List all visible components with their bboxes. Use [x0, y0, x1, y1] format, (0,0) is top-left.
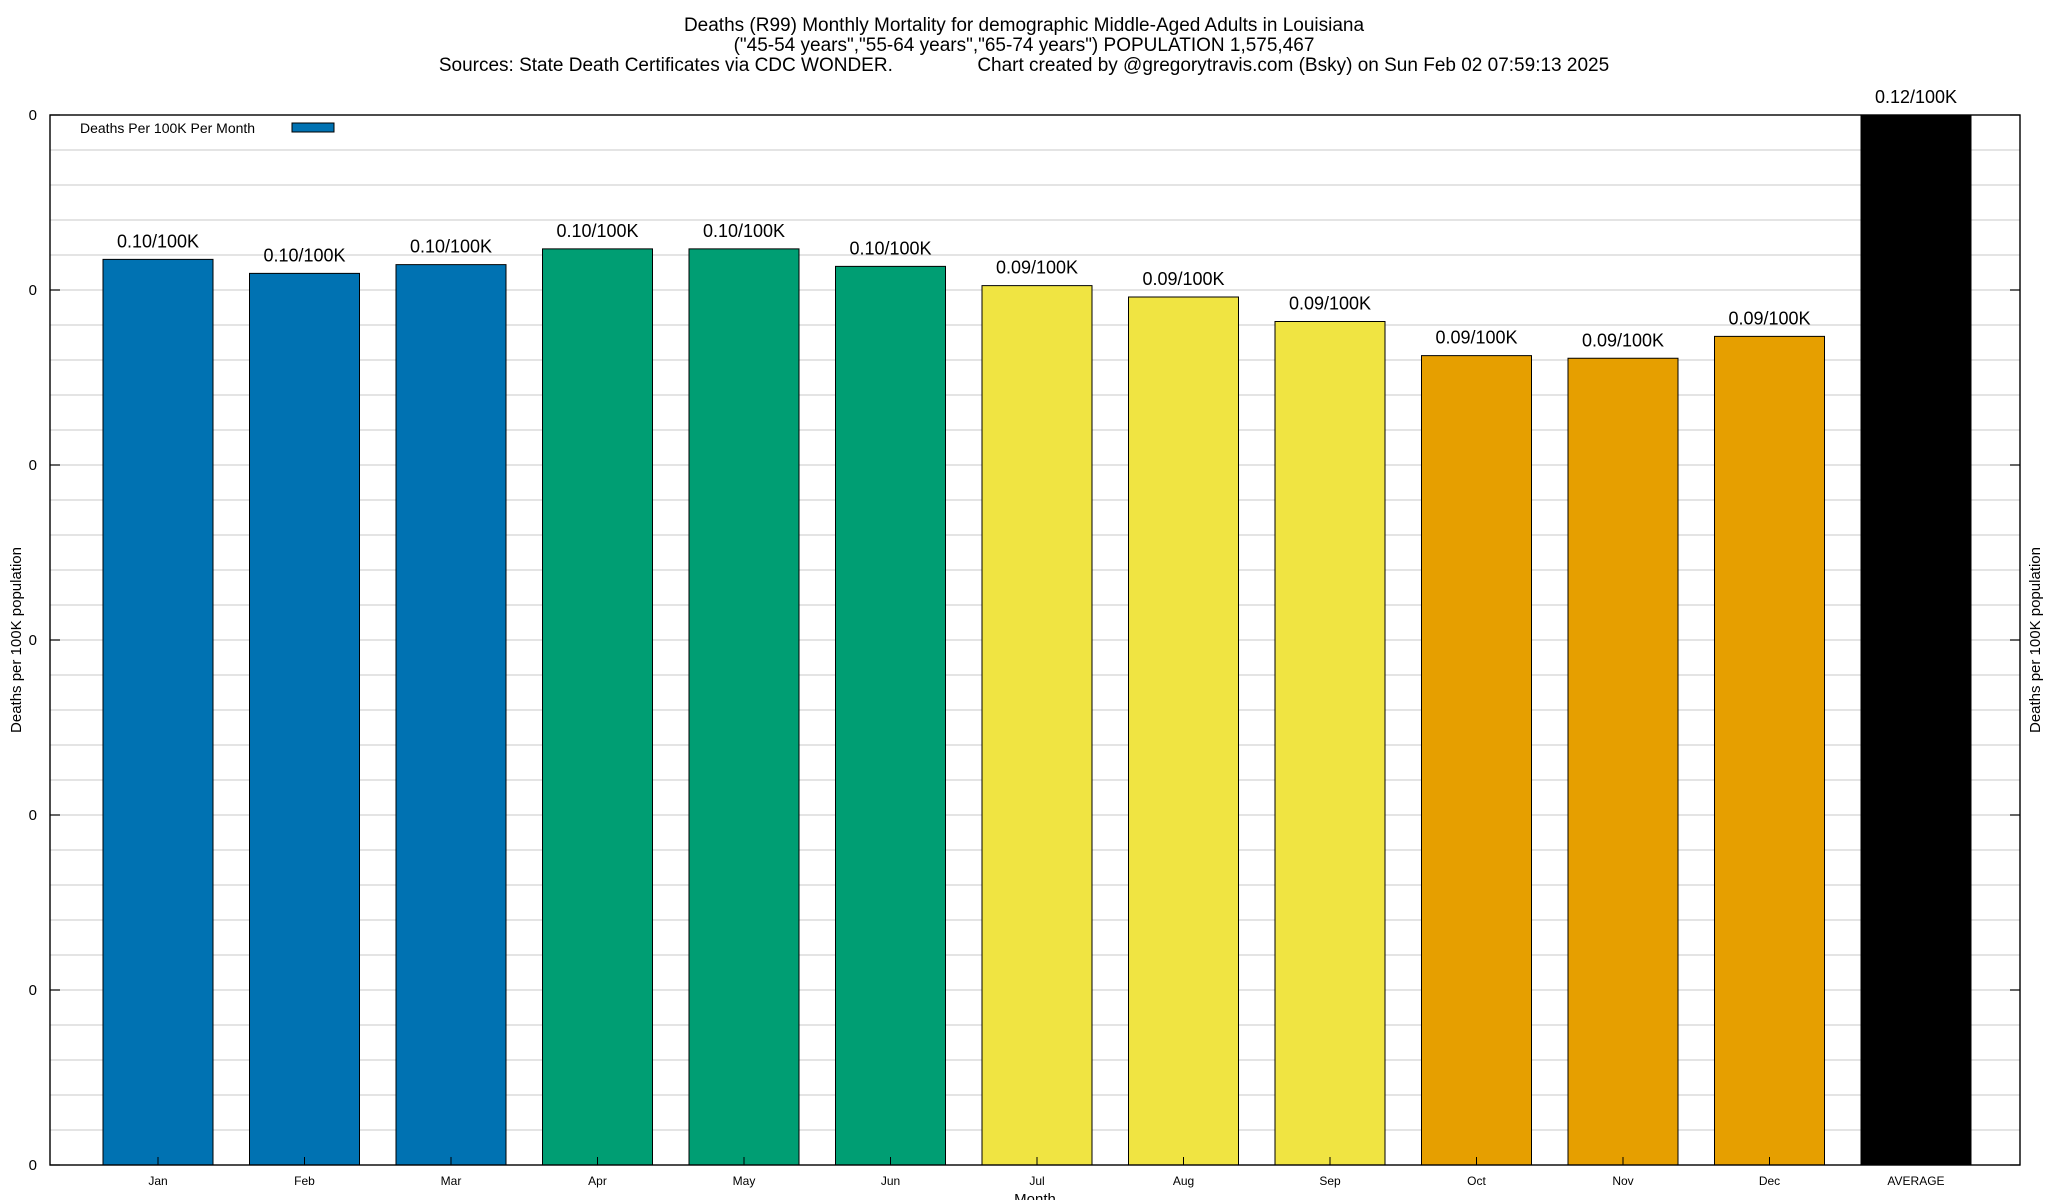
y-tick-label: 0 — [29, 282, 37, 299]
x-tick-label: Jun — [881, 1174, 900, 1188]
x-tick-label: Feb — [294, 1174, 315, 1188]
x-tick-label: Jul — [1029, 1174, 1044, 1188]
data-label-may: 0.10/100K — [703, 221, 785, 241]
bar-jun — [835, 265, 946, 1166]
bar-oct — [1421, 355, 1532, 1166]
x-tick-label: Nov — [1612, 1174, 1633, 1188]
x-axis-ticks: Jan Feb Mar Apr May Jun Jul Aug Sep Oct Nov Dec AVER… — [148, 1157, 1945, 1188]
bar-nov — [1567, 357, 1679, 1166]
y-axis-label: Deaths per 100K population — [8, 547, 25, 733]
bar-dec — [1714, 335, 1825, 1166]
x-tick-label: Aug — [1173, 1174, 1194, 1188]
y-tick-label: 0 — [29, 107, 37, 124]
legend-label: Deaths Per 100K Per Month — [80, 120, 255, 136]
x-tick-label: Oct — [1467, 1174, 1486, 1188]
chart-source-line: Sources: State Death Certificates via CD… — [439, 55, 1609, 76]
bar-average — [1860, 114, 1972, 1166]
y-axis-ticks: 0 0 0 0 0 0 0 — [29, 107, 2020, 1174]
data-label-dec: 0.09/100K — [1728, 308, 1810, 328]
bar-aug — [1128, 296, 1239, 1166]
bar-jul — [981, 285, 1093, 1166]
y-tick-label: 0 — [29, 807, 37, 824]
data-label-feb: 0.10/100K — [263, 245, 345, 265]
x-tick-label: Sep — [1319, 1174, 1341, 1188]
bar-may — [688, 248, 800, 1166]
x-tick-label: Jan — [148, 1174, 167, 1188]
bar-sep — [1274, 321, 1386, 1166]
data-label-sep: 0.09/100K — [1289, 294, 1371, 314]
x-tick-label: AVERAGE — [1887, 1174, 1944, 1188]
x-tick-label: Mar — [441, 1174, 462, 1188]
y2-axis-label: Deaths per 100K population — [2027, 547, 2044, 733]
data-label-jul: 0.09/100K — [996, 258, 1078, 278]
y-tick-label: 0 — [29, 632, 37, 649]
x-tick-label: Apr — [588, 1174, 607, 1188]
legend-swatch — [291, 122, 335, 133]
chart-subtitle: ("45-54 years","55-64 years","65-74 year… — [734, 35, 1315, 56]
x-axis-label: Month — [1014, 1191, 1056, 1200]
y-tick-label: 0 — [29, 457, 37, 474]
bar-mar — [395, 264, 507, 1166]
data-labels: 0.10/100K 0.10/100K 0.10/100K 0.10/100K 0.10… — [117, 87, 1957, 350]
chart-title: Deaths (R99) Monthly Mortality for demog… — [684, 15, 1365, 36]
bar-jan — [102, 258, 214, 1166]
legend: Deaths Per 100K Per Month — [80, 120, 335, 136]
data-label-average: 0.12/100K — [1875, 87, 1957, 107]
y-tick-label: 0 — [29, 1157, 37, 1174]
data-label-apr: 0.10/100K — [556, 221, 638, 241]
y-tick-label: 0 — [29, 982, 37, 999]
x-tick-label: Dec — [1759, 1174, 1780, 1188]
bar-feb — [249, 272, 360, 1166]
data-label-mar: 0.10/100K — [410, 237, 492, 257]
bar-apr — [542, 248, 653, 1166]
data-label-jan: 0.10/100K — [117, 231, 199, 251]
data-label-jun: 0.10/100K — [849, 238, 931, 258]
bars — [102, 114, 1972, 1166]
data-label-oct: 0.09/100K — [1435, 328, 1517, 348]
data-label-nov: 0.09/100K — [1582, 330, 1664, 350]
x-tick-label: May — [733, 1174, 756, 1188]
data-label-aug: 0.09/100K — [1142, 269, 1224, 289]
